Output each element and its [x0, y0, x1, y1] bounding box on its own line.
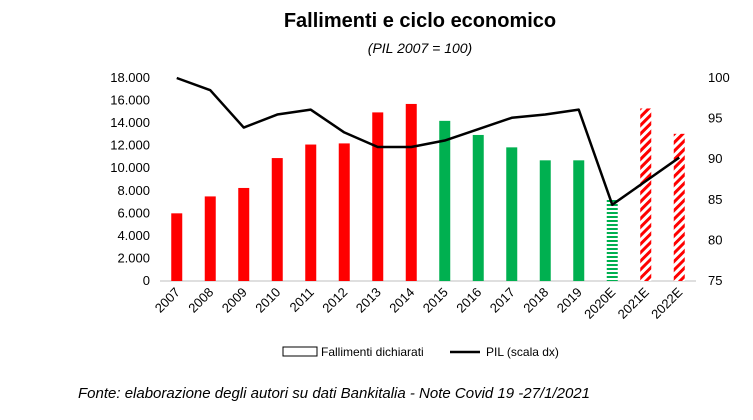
bar-fallimenti: [506, 147, 518, 281]
chart-title: Fallimenti e ciclo economico: [283, 10, 557, 32]
x-tick-label: 2012: [319, 285, 350, 316]
x-tick-label: 2010: [252, 285, 283, 316]
y-left-tick-label: 10.000: [110, 160, 150, 175]
y-left-tick-label: 14.000: [110, 115, 150, 130]
x-tick-label: 2009: [219, 285, 250, 316]
y-right-tick-label: 95: [708, 111, 722, 126]
x-tick-label: 2011: [286, 285, 316, 315]
bar-fallimenti: [271, 158, 283, 281]
bar-fallimenti: [573, 160, 585, 281]
x-tick-label: 2021E: [615, 284, 652, 321]
y-right-tick-label: 100: [708, 70, 730, 85]
y-right-tick-label: 80: [708, 232, 722, 247]
x-tick-label: 2014: [386, 285, 417, 316]
bar-fallimenti: [204, 196, 216, 281]
x-tick-label: 2008: [185, 285, 216, 316]
bar-fallimenti: [171, 213, 183, 281]
x-tick-label: 2020E: [581, 284, 618, 321]
bar-fallimenti: [405, 103, 417, 281]
y-left-tick-label: 18.000: [110, 70, 150, 85]
x-tick-label: 2017: [487, 285, 518, 316]
bar-fallimenti: [673, 133, 685, 281]
chart-subtitle: (PIL 2007 = 100): [367, 40, 473, 56]
y-left-tick-label: 6.000: [117, 205, 150, 220]
bar-fallimenti: [338, 143, 350, 281]
y-right-tick-label: 75: [708, 273, 722, 288]
bar-fallimenti: [539, 160, 551, 281]
x-tick-label: 2015: [420, 285, 451, 316]
bar-fallimenti: [305, 144, 317, 281]
bar-fallimenti: [472, 134, 484, 281]
y-left-tick-label: 12.000: [110, 138, 150, 153]
bar-fallimenti: [238, 187, 250, 281]
bar-fallimenti: [640, 108, 652, 281]
legend-label-fallimenti: Fallimenti dichiarati: [321, 345, 424, 359]
y-left-tick-label: 4.000: [117, 228, 150, 243]
x-tick-label: 2018: [520, 285, 551, 316]
line-pil: [176, 76, 680, 206]
x-tick-label: 2013: [353, 285, 384, 316]
bar-fallimenti: [439, 120, 451, 281]
x-tick-label: 2016: [453, 285, 484, 316]
y-left-tick-label: 0: [143, 273, 150, 288]
legend-label-pil: PIL (scala dx): [486, 345, 559, 359]
x-tick-label: 2022E: [648, 284, 685, 321]
source-note: Fonte: elaborazione degli autori su dati…: [78, 385, 590, 402]
y-left-tick-label: 2.000: [117, 250, 150, 265]
chart-plot: 0 2.000 4.000 6.000 8.000 10.000 12.000 14.000 1…: [110, 70, 730, 359]
y-right-tick-label: 90: [708, 151, 722, 166]
bar-fallimenti: [606, 199, 618, 281]
legend-swatch-fallimenti: [282, 346, 318, 357]
y-left-tick-label: 16.000: [110, 93, 150, 108]
y-left-tick-label: 8.000: [117, 183, 150, 198]
x-tick-label: 2007: [152, 285, 183, 316]
y-right-tick-label: 85: [708, 192, 722, 207]
bar-fallimenti: [372, 112, 384, 282]
